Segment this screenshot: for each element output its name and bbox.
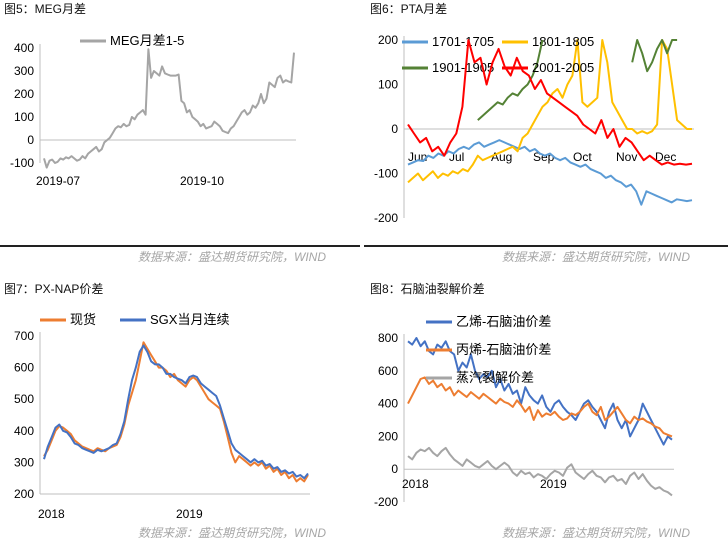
y-tick-label: 0	[391, 462, 398, 476]
y-tick-label: 0	[27, 133, 34, 147]
y-tick-label: 0	[391, 122, 398, 136]
figure-title: 图8：石脑油裂解价差	[370, 282, 485, 296]
y-tick-label: 800	[378, 331, 398, 345]
figure-7-panel: 图7：PX-NAP价差 700 600 500 400 300 200 2018 2019 现货…	[0, 276, 364, 541]
series-line	[407, 337, 673, 446]
y-tick-label: 200	[378, 33, 398, 47]
series-line	[43, 48, 295, 169]
series-line	[407, 39, 693, 166]
x-tick-label: 2019-07	[36, 174, 80, 188]
legend-label: 蒸汽裂解价差	[456, 370, 534, 385]
legend-label: 现货	[70, 312, 96, 327]
figure-6-panel: 图6：PTA月差 200 100 0 -100 -200 Jun Jul Aug Sep Oct N…	[364, 0, 728, 270]
x-tick-label: Oct	[573, 150, 592, 164]
y-tick-label: -200	[374, 211, 398, 225]
legend-label: SGX当月连续	[150, 312, 229, 327]
x-tick-label: 2019	[540, 477, 567, 491]
y-tick-label: 600	[14, 361, 34, 375]
series-line	[407, 446, 673, 497]
series-line	[407, 376, 673, 438]
y-tick-label: -100	[10, 156, 34, 170]
figure-title: 图6：PTA月差	[370, 2, 448, 16]
figure-8-panel: 图8：石脑油裂解价差 800 600 400 200 0 -200 2018 2019 乙烯-石…	[364, 276, 728, 541]
legend-label: 1801-1805	[532, 34, 594, 49]
x-tick-label: 2018	[402, 477, 429, 491]
series-line	[477, 39, 678, 121]
series-line	[407, 139, 693, 206]
data-source: 数据来源：盛达期货研究院，WIND	[502, 526, 690, 540]
y-tick-label: 400	[14, 41, 34, 55]
y-tick-label: -100	[374, 167, 398, 181]
x-tick-label: Jun	[408, 150, 427, 164]
y-tick-label: 100	[14, 110, 34, 124]
naphtha-crack-spread-chart: 800 600 400 200 0 -200 2018 2019 乙烯-石脑油价差丙烯-石脑油价…	[374, 314, 674, 509]
figure-title: 图7：PX-NAP价差	[4, 282, 104, 296]
legend-label: 1701-1705	[432, 34, 494, 49]
x-tick-label: Dec	[655, 150, 676, 164]
figure-5-panel: 图5：MEG月差 400 300 200 100 0 -100 2019-07 2019-10…	[0, 0, 364, 270]
y-tick-label: 200	[14, 487, 34, 501]
figure-title: 图5：MEG月差	[4, 2, 87, 16]
legend-label: 乙烯-石脑油价差	[456, 314, 551, 329]
legend-label: MEG月差1-5	[110, 33, 184, 48]
data-source: 数据来源：盛达期货研究院，WIND	[138, 526, 326, 540]
legend-label: 丙烯-石脑油价差	[456, 342, 551, 357]
series-line	[407, 39, 692, 184]
x-tick-label: 2019	[176, 507, 203, 521]
y-tick-label: 700	[14, 329, 34, 343]
legend-label: 1901-1905	[432, 60, 494, 75]
y-tick-label: 300	[14, 64, 34, 78]
x-tick-label: Sep	[533, 150, 555, 164]
y-tick-label: 200	[14, 87, 34, 101]
legend-label: 2001-2005	[532, 60, 594, 75]
y-tick-label: 400	[14, 424, 34, 438]
y-tick-label: 400	[378, 397, 398, 411]
y-tick-label: 600	[378, 364, 398, 378]
x-tick-label: 2018	[38, 507, 65, 521]
px-nap-spread-chart: 700 600 500 400 300 200 2018 2019 现货 SGX当月连续	[14, 312, 310, 521]
data-source: 数据来源：盛达期货研究院，WIND	[502, 250, 690, 264]
y-tick-label: 300	[14, 455, 34, 469]
series-line	[43, 341, 309, 483]
y-tick-label: 100	[378, 78, 398, 92]
y-tick-label: 200	[378, 429, 398, 443]
data-source: 数据来源：盛达期货研究院，WIND	[138, 250, 326, 264]
bottom-rule	[0, 245, 360, 247]
x-tick-label: 2019-10	[180, 174, 224, 188]
x-tick-label: Nov	[616, 150, 637, 164]
series-line	[43, 344, 309, 480]
y-tick-label: -200	[374, 495, 398, 509]
y-tick-label: 500	[14, 392, 34, 406]
bottom-rule	[364, 245, 728, 247]
